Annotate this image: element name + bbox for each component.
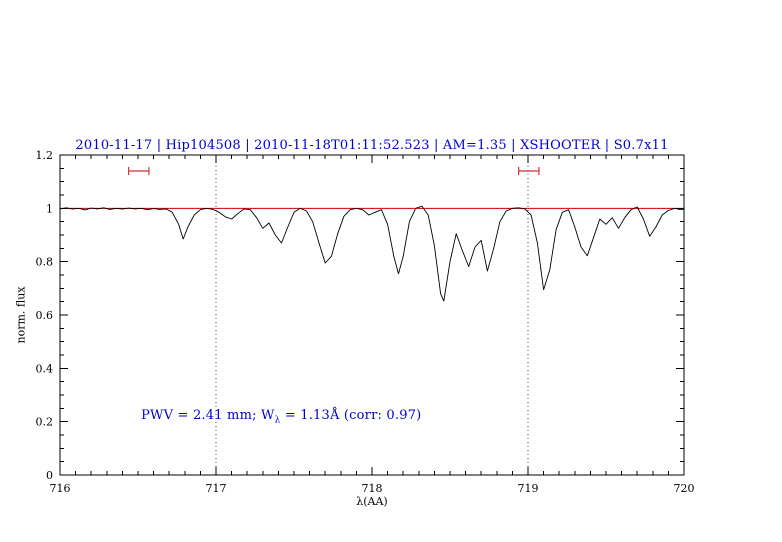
range-marker	[128, 167, 150, 175]
x-tick-label: 717	[206, 482, 227, 495]
y-tick-label: 0	[46, 469, 53, 482]
x-axis-label: λ(AA)	[356, 495, 388, 508]
y-tick-label: 0.4	[36, 362, 54, 375]
y-axis-label: norm. flux	[14, 286, 28, 344]
y-tick-label: 0.2	[36, 416, 54, 429]
spectrum-line	[59, 205, 685, 302]
y-tick-label: 0.6	[36, 309, 54, 322]
x-tick-label: 718	[362, 482, 383, 495]
range-marker	[518, 167, 540, 175]
pwv-annotation: PWV = 2.41 mm; Wλ = 1.13Å (corr: 0.97)	[141, 408, 421, 426]
y-tick-label: 1.2	[36, 149, 54, 162]
x-tick-label: 716	[50, 482, 71, 495]
plot-box	[59, 154, 685, 476]
annotation-pre: PWV = 2.41 mm; W	[141, 407, 275, 423]
x-tick-label: 720	[674, 482, 695, 495]
annotation-post: = 1.13Å (corr: 0.97)	[280, 407, 422, 423]
x-tick-label: 719	[518, 482, 539, 495]
annotation-lambda-subscript: λ	[274, 415, 281, 426]
chart-title: 2010-11-17 | Hip104508 | 2010-11-18T01:1…	[75, 138, 669, 153]
y-tick-label: 1	[46, 202, 53, 215]
y-tick-label: 0.8	[36, 256, 54, 269]
